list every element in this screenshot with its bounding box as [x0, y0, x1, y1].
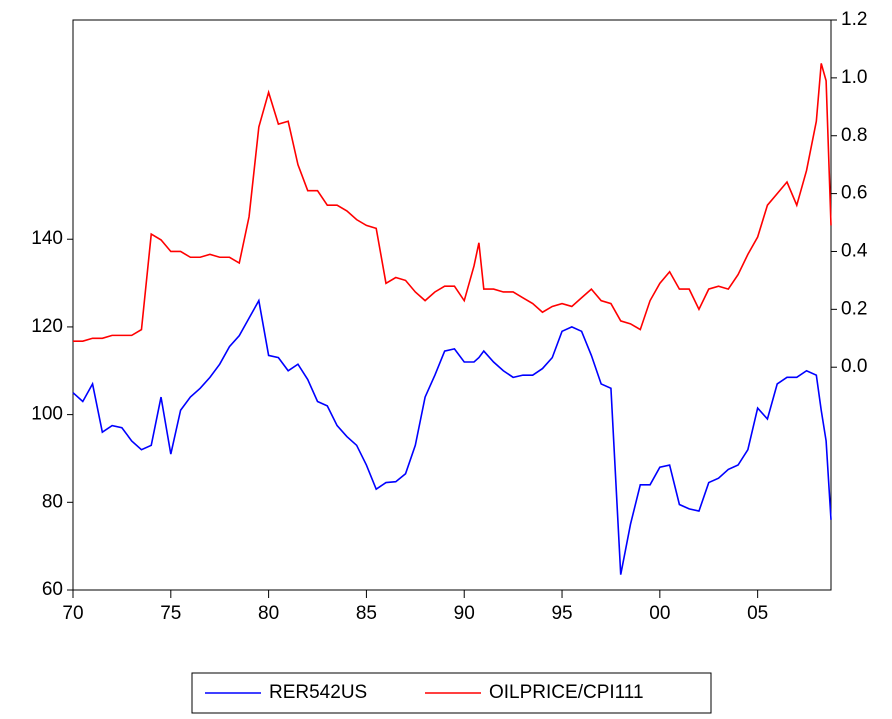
x-tick-label: 05	[747, 603, 768, 624]
y2-tick-label: 0.2	[841, 298, 867, 319]
plot-frame	[72, 19, 832, 591]
legend-label: OILPRICE/CPI111	[489, 682, 644, 703]
y-tick-label: 80	[42, 491, 63, 512]
y-tick-label: 60	[42, 579, 63, 600]
y-tick-label: 100	[31, 404, 63, 425]
x-tick-label: 80	[258, 603, 279, 624]
y2-tick-label: 1.0	[841, 67, 867, 88]
x-tick-label: 00	[649, 603, 670, 624]
y2-tick-label: 0.8	[841, 125, 867, 146]
y2-tick-label: 1.2	[841, 9, 867, 30]
x-tick-label: 95	[551, 603, 572, 624]
x-tick-label: 70	[62, 603, 83, 624]
y2-tick-label: 0.6	[841, 183, 867, 204]
y-tick-label: 120	[31, 316, 63, 337]
y2-tick-label: 0.0	[841, 356, 867, 377]
y2-tick-label: 0.4	[841, 240, 868, 261]
x-tick-label: 90	[454, 603, 475, 624]
legend-label: RER542US	[269, 682, 367, 703]
series-line	[72, 298, 832, 575]
x-tick-label: 75	[160, 603, 181, 624]
y-tick-label: 140	[31, 228, 63, 249]
x-tick-label: 85	[356, 603, 377, 624]
series-line	[73, 63, 832, 342]
